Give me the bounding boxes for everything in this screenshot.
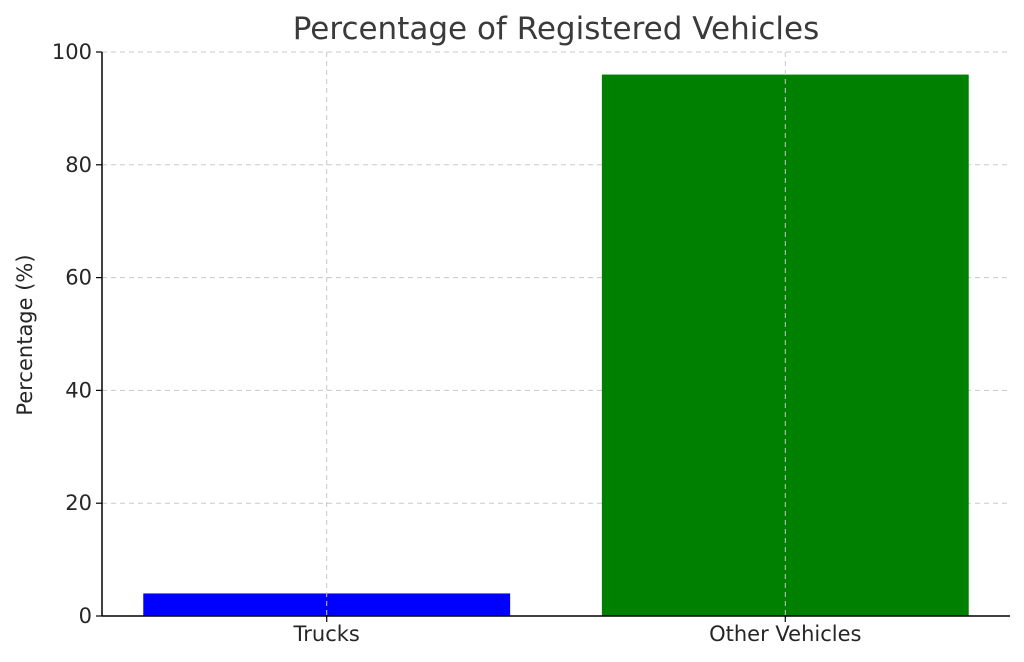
chart-title: Percentage of Registered Vehicles xyxy=(293,11,820,47)
x-ticks: Trucks Other Vehicles xyxy=(293,616,861,646)
y-tick-label: 100 xyxy=(52,40,92,64)
y-tick-label: 20 xyxy=(65,491,92,515)
vertical-grid xyxy=(326,52,786,616)
bars xyxy=(143,74,969,616)
y-tick-label: 40 xyxy=(65,378,92,402)
x-tick-label: Trucks xyxy=(293,622,360,646)
y-tick-label: 0 xyxy=(79,604,92,628)
axes xyxy=(101,52,1010,617)
y-tick-label: 80 xyxy=(65,153,92,177)
x-tick-label: Other Vehicles xyxy=(709,622,861,646)
y-axis-label: Percentage (%) xyxy=(13,254,37,415)
y-tick-label: 60 xyxy=(65,266,92,290)
y-ticks: 0 20 40 60 80 100 xyxy=(52,40,102,628)
